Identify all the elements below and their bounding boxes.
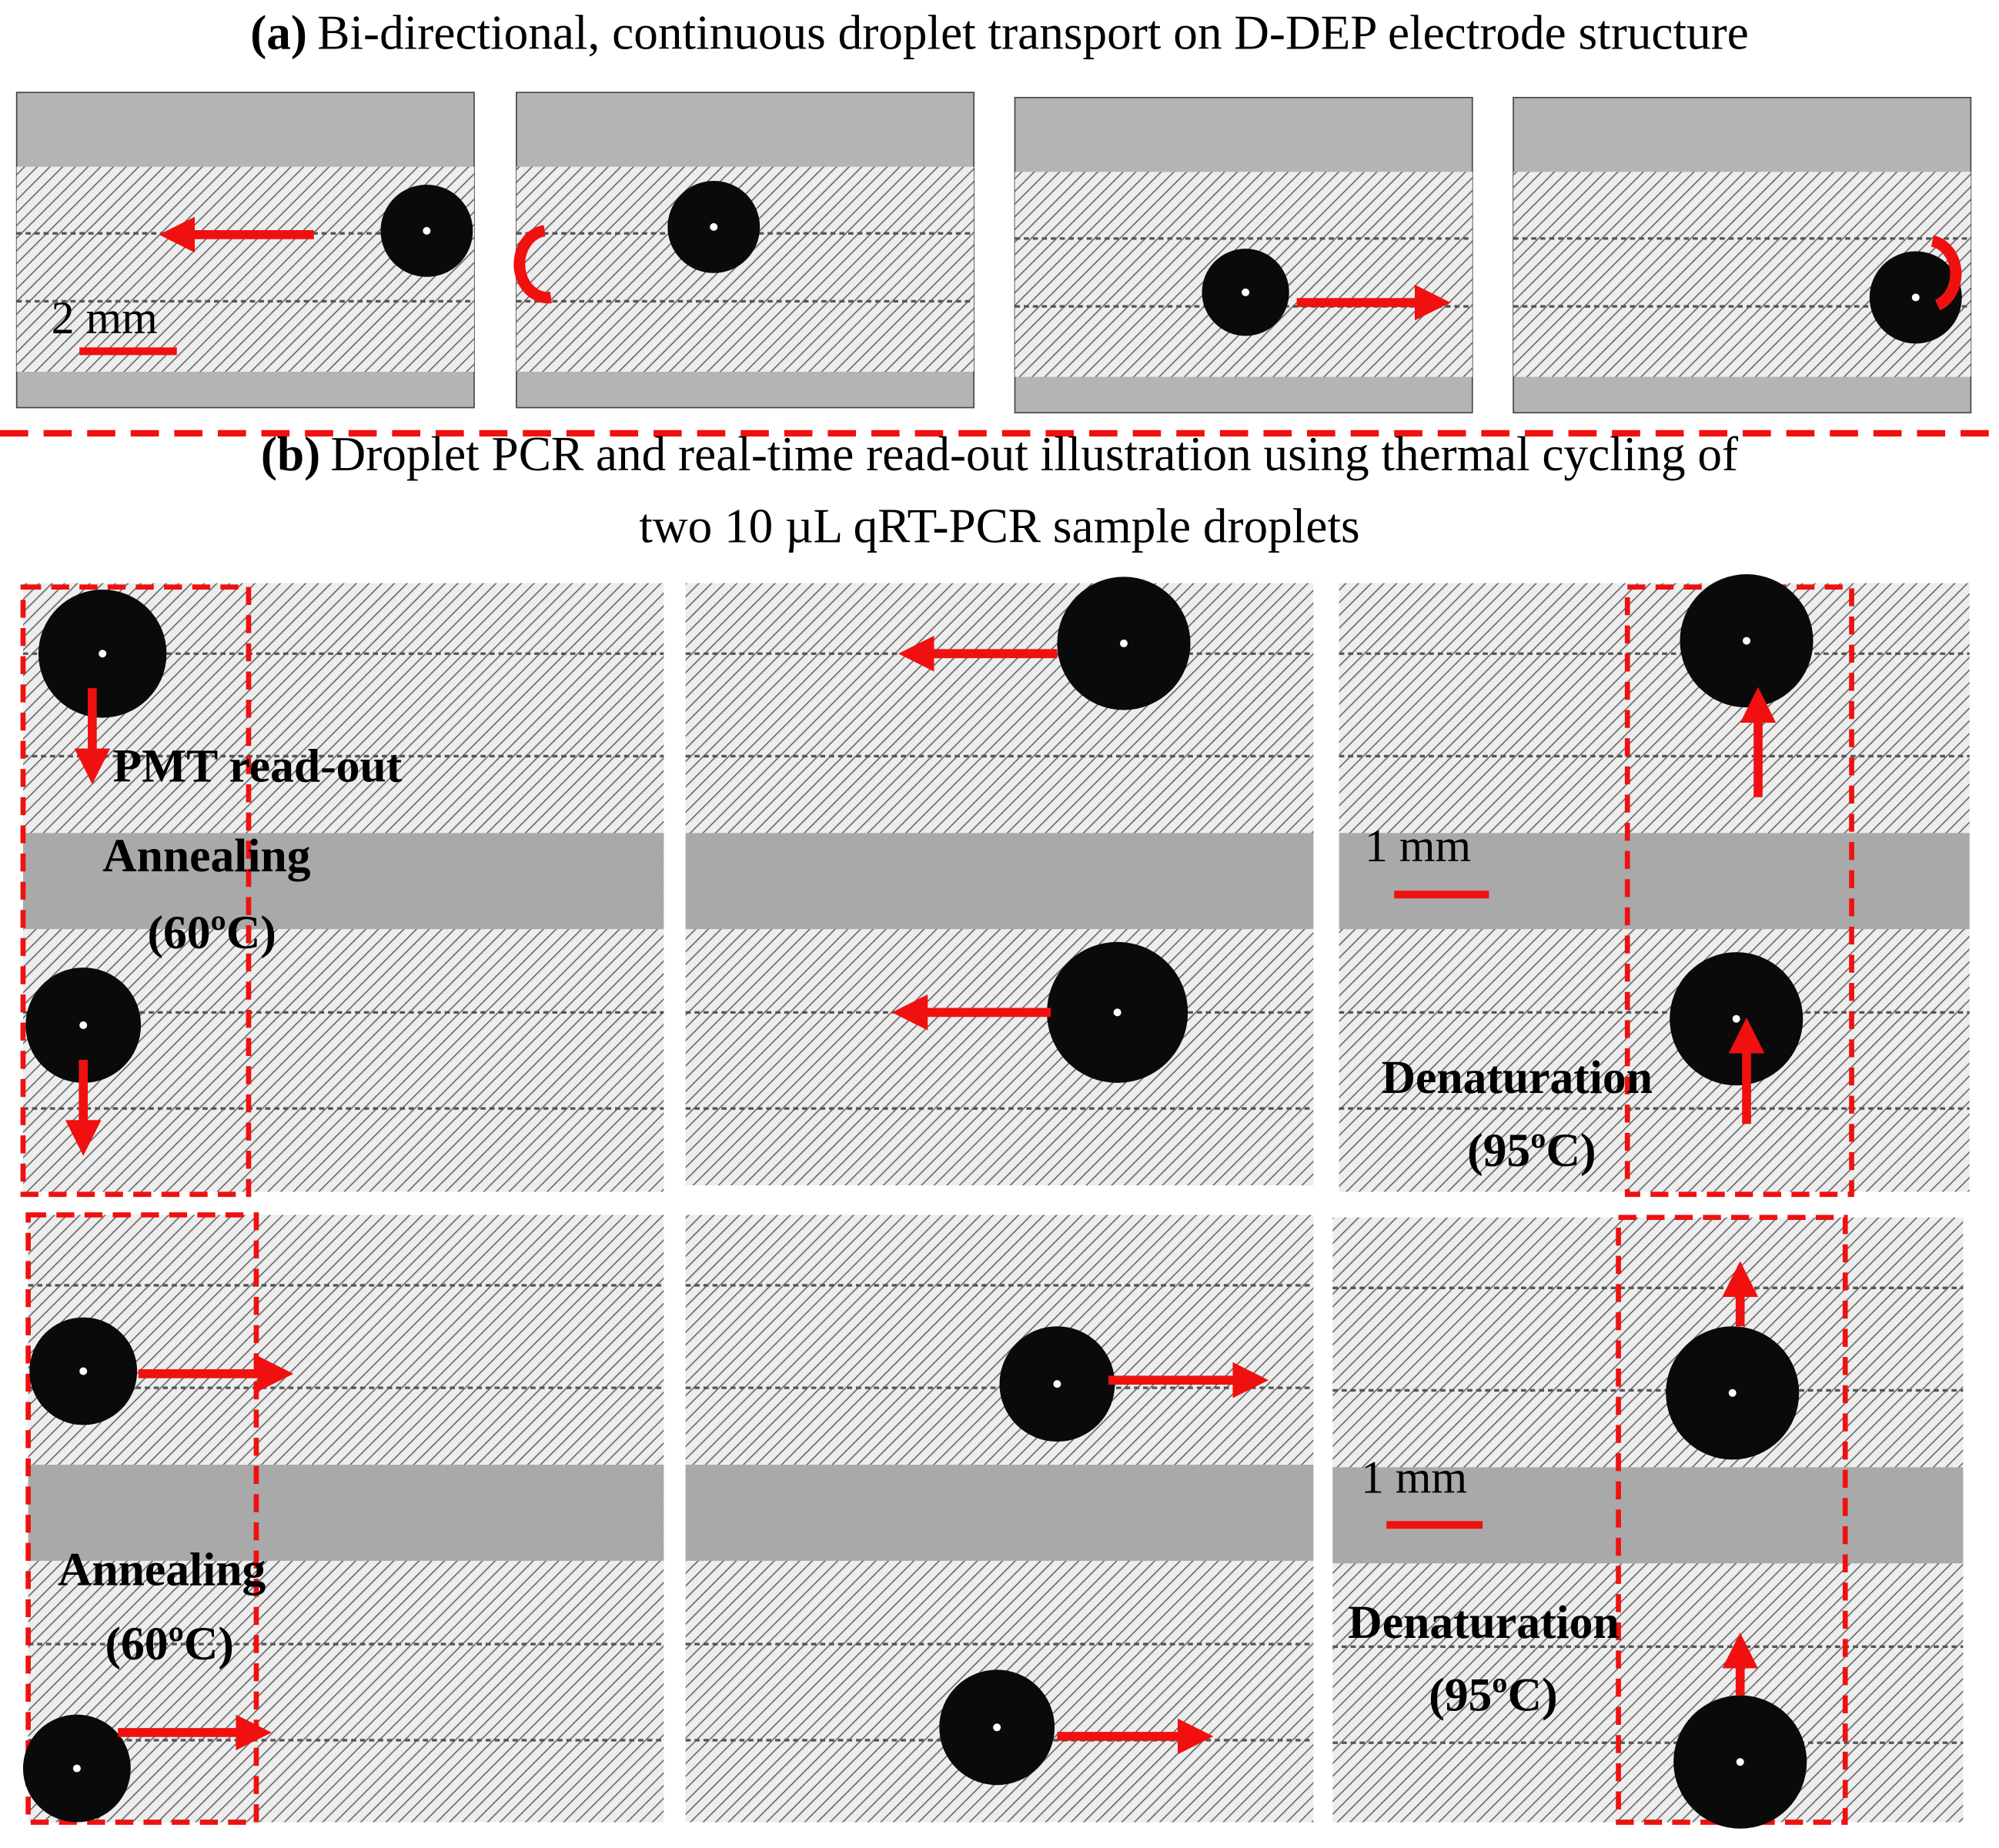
panel-b-title: (b) Droplet PCR and real-time read-out il… bbox=[261, 427, 1739, 481]
glint bbox=[1736, 1758, 1744, 1766]
glint bbox=[1119, 639, 1128, 647]
panel-b-title-2: two 10 µL qRT-PCR sample droplets bbox=[639, 499, 1359, 553]
electrode-pad bbox=[685, 833, 1314, 930]
glint bbox=[79, 1367, 88, 1375]
electrode-pad bbox=[685, 1465, 1314, 1561]
temp-label: (95ºC) bbox=[1429, 1669, 1557, 1722]
glint bbox=[1242, 288, 1250, 296]
step-label: Denaturation bbox=[1382, 1051, 1653, 1104]
glint bbox=[423, 226, 431, 235]
glint bbox=[710, 222, 718, 231]
glint bbox=[79, 1021, 88, 1030]
title-text: Droplet PCR and real-time read-out illus… bbox=[331, 427, 1739, 481]
glint bbox=[1911, 293, 1920, 302]
electrode-pad bbox=[22, 833, 664, 930]
panel-a-title: (a) Bi-directional, continuous droplet tr… bbox=[250, 5, 1749, 59]
title-text: Bi-directional, continuous droplet trans… bbox=[317, 5, 1749, 59]
panel-label: (a) bbox=[250, 5, 307, 59]
step-label: Denaturation bbox=[1348, 1596, 1619, 1649]
highlight-box bbox=[25, 1212, 259, 1825]
glint bbox=[1113, 1008, 1122, 1017]
step-label: Annealing bbox=[102, 830, 311, 882]
scale-bar-label: 1 mm bbox=[1361, 1452, 1467, 1503]
step-label: Annealing bbox=[58, 1544, 266, 1596]
electrode-pad bbox=[1332, 1467, 1964, 1564]
glint bbox=[72, 1764, 81, 1773]
glint bbox=[99, 650, 107, 658]
temp-label: (95ºC) bbox=[1467, 1125, 1596, 1177]
glint bbox=[1732, 1014, 1740, 1023]
temp-label: (60ºC) bbox=[105, 1618, 234, 1670]
scale-bar-label: 1 mm bbox=[1365, 820, 1471, 871]
highlight-box bbox=[1624, 584, 1854, 1198]
glint bbox=[1743, 637, 1751, 645]
highlight-box bbox=[20, 584, 252, 1198]
panel-label: (b) bbox=[261, 427, 320, 481]
temp-label: (60ºC) bbox=[147, 907, 276, 959]
glint bbox=[1053, 1380, 1061, 1389]
glint bbox=[993, 1723, 1001, 1732]
turn-arrow bbox=[1930, 235, 1962, 311]
scale-bar-label: 2 mm bbox=[52, 292, 158, 343]
readout-label: PMT read-out bbox=[112, 740, 402, 793]
electrode-pad bbox=[28, 1465, 664, 1561]
glint bbox=[1728, 1389, 1737, 1397]
turn-arrow bbox=[513, 225, 552, 304]
electrode-pad bbox=[1339, 833, 1970, 930]
